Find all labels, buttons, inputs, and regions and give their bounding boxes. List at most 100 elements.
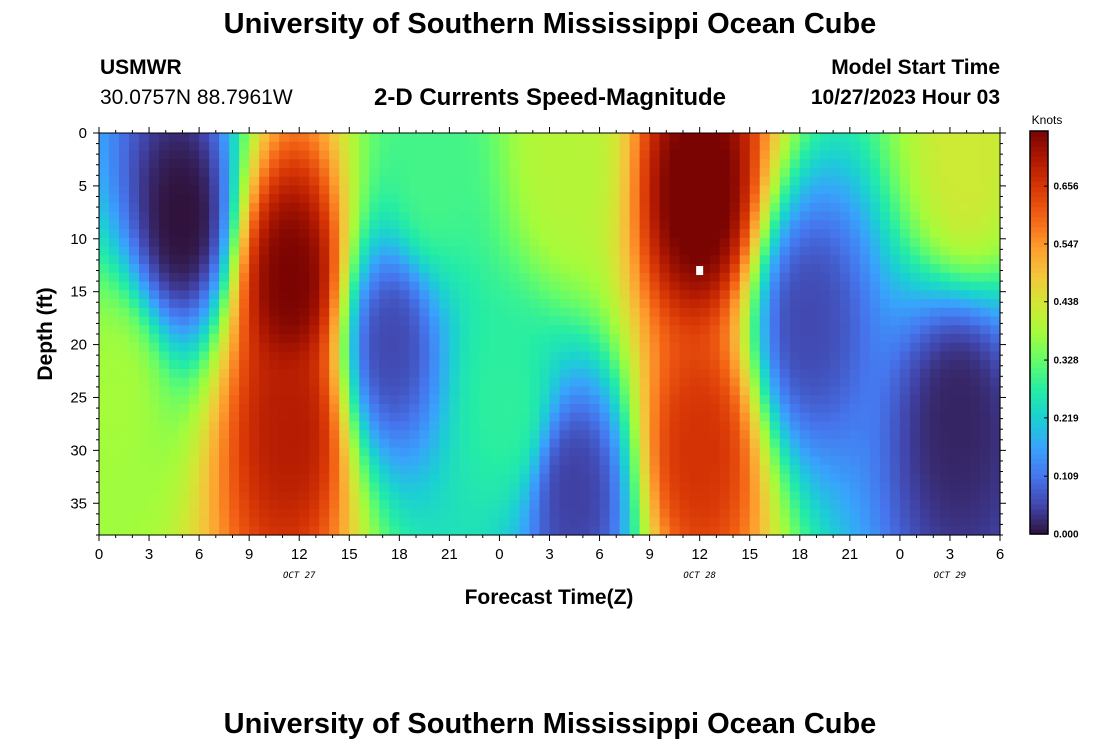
heatmap-cell <box>979 508 991 519</box>
heatmap-cell <box>279 316 290 326</box>
heatmap-cell <box>279 438 290 449</box>
heatmap-cell <box>909 500 921 510</box>
heatmap-cell <box>109 246 120 256</box>
heatmap-cell <box>209 176 220 187</box>
heatmap-cell <box>859 281 871 291</box>
heatmap-cell <box>129 185 140 195</box>
heatmap-cell <box>909 316 921 326</box>
heatmap-cell <box>889 403 901 414</box>
heatmap-cell <box>329 220 340 230</box>
heatmap-cell <box>799 176 811 187</box>
heatmap-cell <box>429 465 440 475</box>
heatmap-cell <box>349 185 360 195</box>
heatmap-cell <box>959 325 971 335</box>
heatmap-cell <box>239 360 250 370</box>
heatmap-cell <box>769 307 781 318</box>
heatmap-cell <box>309 159 320 169</box>
heatmap-cell <box>809 325 821 335</box>
heatmap-cell <box>939 368 951 379</box>
heatmap-cell <box>359 491 370 501</box>
heatmap-cell <box>459 395 471 405</box>
heatmap-cell <box>579 342 591 353</box>
heatmap-cell <box>359 421 370 431</box>
heatmap-cell <box>529 246 541 256</box>
heatmap-cell <box>819 194 831 204</box>
heatmap-cell <box>959 412 971 422</box>
heatmap-cell <box>899 299 911 309</box>
heatmap-cell <box>579 386 591 396</box>
heatmap-cell <box>299 167 310 178</box>
heatmap-cell <box>499 220 511 230</box>
heatmap-cell <box>559 141 571 152</box>
heatmap-cell <box>519 491 531 501</box>
heatmap-cell <box>789 465 801 475</box>
heatmap-cell <box>399 438 410 449</box>
heatmap-cell <box>829 517 841 527</box>
heatmap-cell <box>809 255 821 265</box>
heatmap-cell <box>389 447 400 457</box>
heatmap-cell <box>689 264 701 274</box>
heatmap-cell <box>529 430 541 440</box>
heatmap-cell <box>589 526 601 536</box>
heatmap-cell <box>249 194 260 204</box>
heatmap-cell <box>579 325 591 335</box>
heatmap-cell <box>349 150 360 160</box>
heatmap-cell <box>299 316 310 326</box>
heatmap-cell <box>669 272 681 283</box>
heatmap-cell <box>949 194 961 204</box>
heatmap-cell <box>189 377 200 388</box>
heatmap-cell <box>149 508 160 519</box>
heatmap-cell <box>549 229 561 239</box>
heatmap-cell <box>289 290 300 300</box>
heatmap-cell <box>939 220 951 230</box>
heatmap-cell <box>849 334 861 344</box>
heatmap-cell <box>379 403 390 414</box>
heatmap-cell <box>909 133 921 143</box>
heatmap-cell <box>469 473 481 484</box>
heatmap-cell <box>649 456 661 466</box>
heatmap-cell <box>149 237 160 248</box>
heatmap-cell <box>819 482 831 492</box>
heatmap-cell <box>499 150 511 160</box>
heatmap-cell <box>299 368 310 379</box>
heatmap-cell <box>369 141 380 152</box>
heatmap-cell <box>599 473 611 484</box>
colorbar-step <box>1030 251 1048 258</box>
heatmap-cell <box>689 500 701 510</box>
heatmap-cell <box>479 395 491 405</box>
heatmap-cell <box>479 438 491 449</box>
heatmap-cell <box>259 430 270 440</box>
heatmap-cell <box>339 194 350 204</box>
heatmap-cell <box>159 403 170 414</box>
heatmap-cell <box>359 307 370 318</box>
heatmap-cell <box>569 255 581 265</box>
heatmap-cell <box>419 508 430 519</box>
x-tick-label: 6 <box>595 546 603 563</box>
heatmap-cell <box>189 299 200 309</box>
heatmap-cell <box>159 395 170 405</box>
heatmap-cell <box>599 465 611 475</box>
heatmap-cell <box>399 133 410 143</box>
heatmap-cell <box>189 421 200 431</box>
heatmap-cell <box>209 325 220 335</box>
heatmap-cell <box>529 465 541 475</box>
heatmap-cell <box>719 272 731 283</box>
heatmap-cell <box>329 194 340 204</box>
heatmap-cell <box>829 272 841 283</box>
heatmap-cell <box>569 281 581 291</box>
heatmap-cell <box>209 395 220 405</box>
heatmap-cell <box>449 246 460 256</box>
heatmap-cell <box>559 255 571 265</box>
heatmap-cell <box>439 395 450 405</box>
heatmap-cell <box>719 500 731 510</box>
heatmap-cell <box>389 412 400 422</box>
heatmap-cell <box>849 299 861 309</box>
heatmap-cell <box>609 202 621 213</box>
heatmap-cell <box>969 351 981 361</box>
heatmap-cell <box>159 272 170 283</box>
heatmap-cell <box>969 290 981 300</box>
heatmap-cell <box>189 430 200 440</box>
heatmap-cell <box>439 334 450 344</box>
heatmap-cell <box>549 150 561 160</box>
heatmap-cell <box>109 229 120 239</box>
